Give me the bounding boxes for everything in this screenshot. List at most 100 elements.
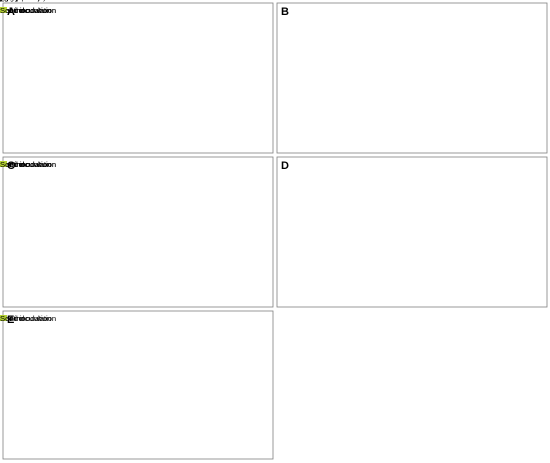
legend-item: Soil inoculation bbox=[0, 314, 51, 323]
significance-label: ab bbox=[0, 0, 4, 2]
x-tick-label: 0 mM NaCl bbox=[0, 0, 18, 2]
x-tick-label: 150 mM NaCl bbox=[0, 0, 22, 2]
significance-label: cd bbox=[0, 0, 4, 2]
x-tick-label: 50 mM NaCl bbox=[0, 0, 20, 2]
significance-label: f bbox=[0, 0, 1, 2]
significance-label: c bbox=[0, 0, 2, 2]
significance-label: a bbox=[0, 0, 2, 2]
significance-label: a bbox=[0, 0, 2, 2]
significance-label: b bbox=[0, 0, 2, 2]
legend-item: Soil inoculation bbox=[0, 6, 51, 15]
x-tick-label: 150 mM NaCl bbox=[0, 0, 22, 2]
panel-border bbox=[2, 310, 274, 460]
significance-label: f bbox=[0, 0, 1, 2]
legend-label: Soil inoculation bbox=[0, 160, 51, 169]
significance-label: gh bbox=[0, 0, 4, 2]
significance-label: bc bbox=[0, 0, 4, 2]
significance-label: bc bbox=[0, 0, 4, 2]
x-tick-label: 150 mM NaCl bbox=[0, 0, 22, 2]
x-tick-label: 50 mM NaCl bbox=[0, 0, 20, 2]
x-tick-label: 100 mM NaCl bbox=[0, 0, 22, 2]
significance-label: de bbox=[0, 0, 4, 2]
significance-label: ef bbox=[0, 0, 3, 2]
legend-item: Soil inoculation bbox=[0, 160, 51, 169]
significance-label: g bbox=[0, 0, 2, 2]
significance-label: d bbox=[0, 0, 2, 2]
significance-label: c bbox=[0, 0, 2, 2]
legend-label: Seed inoculation bbox=[0, 314, 56, 323]
y-axis-label: SOD activity (U mg⁻¹ protein) bbox=[0, 0, 46, 2]
significance-label: e bbox=[0, 0, 2, 2]
significance-label: b bbox=[0, 0, 2, 2]
y-axis-label: (μmol min⁻¹ mg⁻¹ protein) bbox=[0, 0, 40, 2]
significance-label: cd bbox=[0, 0, 4, 2]
significance-label: cde bbox=[0, 0, 6, 2]
significance-label: g bbox=[0, 0, 2, 2]
significance-label: e bbox=[0, 0, 2, 2]
significance-label: bc bbox=[0, 0, 4, 2]
significance-label: a bbox=[0, 0, 2, 2]
x-tick-label: 0 mM NaCl bbox=[0, 0, 18, 2]
x-axis-label: Salt concentration bbox=[0, 0, 30, 2]
panel-letter: B bbox=[281, 6, 289, 18]
significance-label: a bbox=[0, 0, 2, 2]
significance-label: a bbox=[0, 0, 2, 2]
panel-letter: E bbox=[7, 314, 14, 326]
significance-label: def bbox=[0, 0, 5, 2]
significance-label: a bbox=[0, 0, 2, 2]
significance-label: g bbox=[0, 0, 2, 2]
legend-label: Soil inoculation bbox=[0, 160, 51, 169]
x-tick-label: 150 mM NaCl bbox=[0, 0, 22, 2]
significance-label: bc bbox=[0, 0, 4, 2]
legend-swatch bbox=[0, 315, 7, 321]
significance-label: d bbox=[0, 0, 2, 2]
legend-label: Control bbox=[0, 160, 25, 169]
panel-letter: C bbox=[7, 160, 15, 172]
significance-label: a bbox=[0, 0, 2, 2]
panel-border bbox=[2, 2, 274, 154]
significance-label: e-h bbox=[0, 0, 5, 2]
legend-swatch bbox=[0, 161, 7, 167]
y-axis-label: (nmol min⁻¹ mg⁻¹ protein) bbox=[0, 0, 40, 2]
legend-label: Seed inoculation bbox=[0, 160, 56, 169]
x-tick-label: 150 mM NaCl bbox=[0, 0, 22, 2]
legend-label: Soil inoculation bbox=[0, 6, 51, 15]
y-axis-label: (nmol min⁻¹ mg⁻¹ protein) bbox=[0, 0, 40, 2]
x-tick-label: 50 mM NaCl bbox=[0, 0, 20, 2]
panel-border bbox=[2, 156, 274, 308]
significance-label: g bbox=[0, 0, 2, 2]
legend-label: Seed inoculation bbox=[0, 6, 56, 15]
x-axis-label: Salt concentration bbox=[0, 0, 30, 2]
significance-label: a bbox=[0, 0, 2, 2]
significance-label: bc bbox=[0, 0, 4, 2]
legend-label: Control bbox=[0, 314, 25, 323]
significance-label: ab bbox=[0, 0, 4, 2]
x-axis-label: Salt concentration bbox=[0, 0, 30, 2]
significance-label: d bbox=[0, 0, 2, 2]
significance-label: g bbox=[0, 0, 2, 2]
x-tick-label: 0 mM NaCl bbox=[0, 0, 18, 2]
x-axis-label: Salt concentration bbox=[0, 0, 30, 2]
y-axis-label: GPX activity bbox=[0, 0, 20, 2]
x-tick-label: 100 mM NaCl bbox=[0, 0, 22, 2]
significance-label: ab bbox=[0, 0, 4, 2]
legend-label: Soil inoculation bbox=[0, 314, 51, 323]
significance-label: fgh bbox=[0, 0, 5, 2]
significance-label: f bbox=[0, 0, 1, 2]
y-axis-label: POD activity bbox=[0, 0, 20, 2]
x-tick-label: 100 mM NaCl bbox=[0, 0, 22, 2]
legend-label: Seed inoculation bbox=[0, 160, 56, 169]
legend-label: Control bbox=[0, 160, 25, 169]
y-axis-label: CAT activity bbox=[0, 0, 19, 2]
x-tick-label: 100 mM NaCl bbox=[0, 0, 22, 2]
y-axis-label: GST activity bbox=[0, 0, 19, 2]
significance-label: de bbox=[0, 0, 4, 2]
legend-label: Soil inoculation bbox=[0, 6, 51, 15]
significance-label: ef bbox=[0, 0, 3, 2]
legend-label: Control bbox=[0, 6, 25, 15]
x-tick-label: 0 mM NaCl bbox=[0, 0, 18, 2]
